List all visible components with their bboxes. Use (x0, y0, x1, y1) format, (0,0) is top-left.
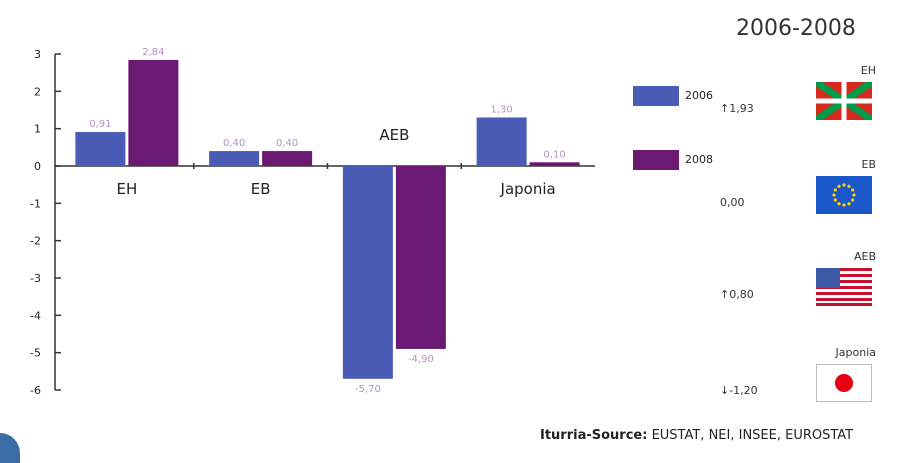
source-text: EUSTAT, NEI, INSEE, EUROSTAT (647, 428, 854, 443)
category-label: Japonia (500, 180, 556, 198)
y-tick-label: -4 (30, 309, 41, 322)
y-tick-label: 0 (34, 160, 41, 173)
category-label: AEB (379, 126, 409, 144)
data-label: -4,90 (408, 354, 434, 365)
bar-eh-2008 (128, 59, 179, 167)
region-name: AEB (853, 250, 876, 263)
data-label: 0,10 (543, 149, 565, 160)
bar-aeb-2006 (342, 166, 393, 379)
data-label: 0,40 (276, 138, 298, 149)
legend-label-2008: 2008 (685, 153, 713, 166)
region-value: ↓-1,20 (720, 384, 758, 397)
y-tick-label: 3 (34, 48, 41, 61)
bar-eh-2006 (75, 132, 126, 166)
y-tick-label: -6 (30, 384, 41, 397)
ikurrina-flag-icon (816, 82, 872, 120)
region-name: EH (860, 64, 876, 77)
y-tick-label: 2 (34, 85, 41, 98)
bar-eb-2008 (262, 151, 313, 166)
y-tick-label: -1 (30, 197, 41, 210)
region-japonia: Japonia ↓-1,20 (720, 346, 880, 416)
region-aeb: AEB ↑0,80 (720, 250, 880, 320)
source-note: Iturria-Source: EUSTAT, NEI, INSEE, EURO… (540, 428, 899, 452)
region-name: EB (861, 158, 877, 171)
bar-chart: 3 2 1 0 -1 -2 -3 -4 -5 -6 0,91 2,84 EH 0,40 0,40 EB -5,7… (30, 47, 595, 397)
data-label: 0,91 (89, 119, 111, 130)
panel-title: 2006-2008 (736, 16, 856, 41)
corner-band (0, 433, 20, 463)
data-label: 1,30 (490, 104, 512, 115)
category-label: EH (116, 180, 137, 198)
legend-label-2006: 2006 (685, 89, 713, 102)
japan-flag-icon (816, 364, 872, 402)
y-tick-label: -3 (30, 272, 41, 285)
bar-japonia-2006 (476, 117, 527, 166)
bar-eb-2006 (209, 151, 260, 166)
eu-flag-icon (816, 176, 872, 214)
bar-japonia-2008 (529, 162, 580, 166)
region-value: ↑1,93 (720, 102, 754, 115)
region-eh: EH ↑1,93 (720, 64, 880, 134)
y-tick-label: -5 (30, 347, 41, 360)
legend-swatch-2006 (633, 86, 679, 106)
y-tick-label: -2 (30, 235, 41, 248)
legend-item-2006: 2006 (633, 86, 753, 108)
region-value: 0,00 (720, 196, 745, 209)
legend-item-2008: 2008 (633, 150, 753, 172)
y-tick-label: 1 (34, 123, 41, 136)
data-label: 2,84 (142, 47, 164, 58)
region-name: Japonia (835, 346, 876, 359)
legend-swatch-2008 (633, 150, 679, 170)
data-label: 0,40 (223, 138, 245, 149)
region-value: ↑0,80 (720, 288, 754, 301)
us-flag-icon (816, 268, 872, 306)
category-label: EB (251, 180, 271, 198)
bar-aeb-2008 (395, 166, 446, 349)
data-label: -5,70 (355, 384, 381, 395)
source-prefix: Iturria-Source: (540, 428, 648, 443)
region-eb: EB 0,00 (720, 158, 880, 228)
